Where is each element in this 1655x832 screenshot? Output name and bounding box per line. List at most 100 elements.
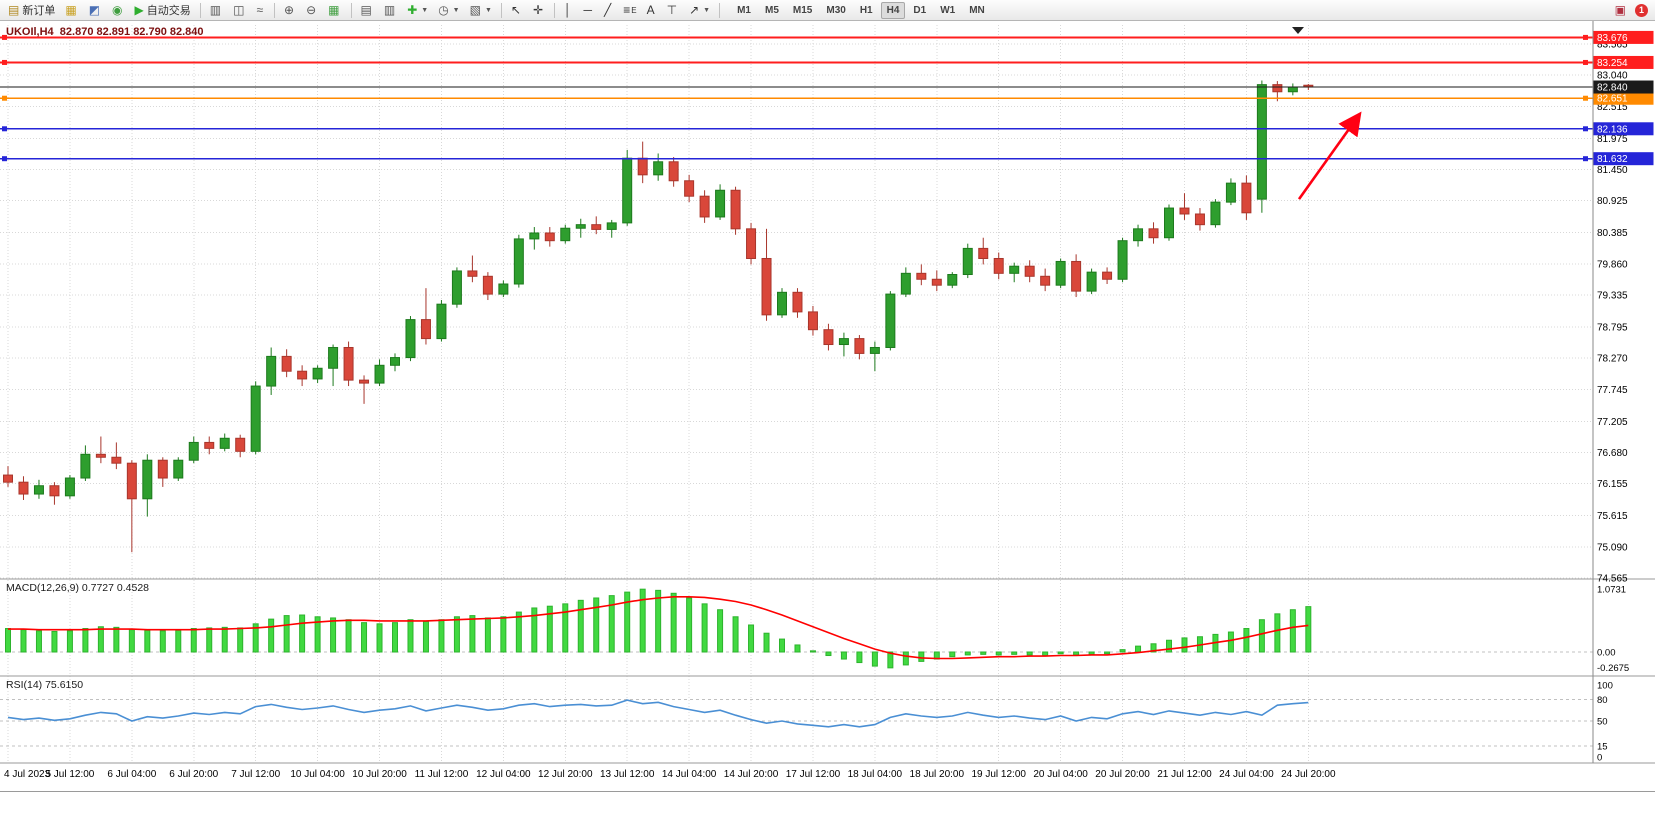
market-watch-button[interactable]: ▦ [61,1,82,20]
indicators-button[interactable]: ✚ ▼ [403,1,432,20]
price-tick-label: 80.925 [1597,196,1628,207]
tile-windows-button[interactable]: ▦ [324,1,345,20]
candle-body [1024,265,1035,277]
zoom-in-button[interactable]: ⊕ [280,1,300,20]
price-tick-label: 78.795 [1597,323,1628,334]
line-anchor [2,156,7,162]
horizontal-line-button[interactable]: ─ [580,1,599,20]
hline-price-badge-text: 83.254 [1597,58,1628,69]
cursor-button[interactable]: ↖ [507,1,527,20]
crosshair-icon: ✛ [532,3,544,17]
chart-canvas[interactable]: 83.565 83.040 82.515 81.975 81.450 80.925 80.3… [0,21,1655,790]
line-anchor [2,34,7,40]
terminal-button[interactable]: ◉ [108,1,128,20]
trend-arrow-annotation[interactable] [1297,111,1362,200]
zoom-out-icon: ⊖ [306,3,317,17]
navigator-button[interactable]: ◩ [85,1,106,20]
new-order-button[interactable]: ▤ 新订单 [4,1,59,20]
chart-shift-marker[interactable] [1292,27,1304,34]
macd-tick-label: -0.2675 [1597,663,1629,674]
candle-body [854,338,865,354]
toolbar-separator [350,2,352,18]
candle-body [343,346,354,381]
chart-mode-button[interactable]: ▣ [1611,1,1632,20]
macd-bar [221,626,228,653]
arrows-button[interactable]: ↗ ▼ [685,1,714,20]
line-anchor [1583,156,1588,162]
candle-body [807,311,818,331]
candlestick-chart-button[interactable]: ◫ [229,1,250,20]
autotrading-button[interactable]: ▶ 自动交易 [131,1,195,20]
candle-body [823,329,834,346]
chart-window[interactable]: 83.565 83.040 82.515 81.975 81.450 80.925 80.3… [0,21,1655,792]
timeframe-group: M1 M5 M15 M30 H1 H4 D1 W1 MN [730,1,992,19]
arrange-windows-button[interactable]: ▤ [357,1,378,20]
candle-body [157,459,168,479]
templates-icon: ▧ [469,3,481,17]
candle-body [498,283,509,295]
price-tick-label: 79.860 [1597,259,1628,270]
candle-body [390,357,400,366]
candle-body [1179,207,1190,215]
notification-badge[interactable]: 1 [1635,3,1648,17]
trendline-button[interactable]: ╱ [600,1,617,20]
hline-price-badge-text: 82.651 [1597,94,1628,105]
timeframe-M15[interactable]: M15 [792,4,813,16]
timeframe-MN[interactable]: MN [969,4,985,16]
line-chart-icon: ≈ [256,3,264,17]
timeframe-H4[interactable]: H4 [880,1,906,19]
candle-body [49,485,60,497]
candle-body [1272,84,1283,93]
bar-chart-button[interactable]: ▥ [206,1,227,20]
fibonacci-button[interactable]: ≡ E [619,1,640,20]
candle-body [1256,84,1267,200]
macd-bar [1011,651,1018,655]
zoom-out-button[interactable]: ⊖ [302,1,322,20]
vertical-line-button[interactable]: │ [560,1,578,20]
toolbar-separator [274,2,276,18]
candle-body [451,270,462,305]
dropdown-caret-icon: ▼ [484,6,492,14]
timeframe-W1[interactable]: W1 [940,4,956,16]
timeframe-M1[interactable]: M1 [737,4,751,16]
candle-body [900,272,911,295]
periods-button[interactable]: ◷ ▼ [434,1,463,20]
time-tick-label: 19 Jul 12:00 [971,769,1026,780]
macd-bar [655,589,662,653]
hline-price-badge [1593,152,1654,166]
time-tick-label: 11 Jul 12:00 [415,769,469,780]
timeframe-M5[interactable]: M5 [765,4,779,16]
line-anchor [2,126,7,132]
timeframe-D1[interactable]: D1 [913,4,927,16]
text-label-button[interactable]: ⊤ [663,1,683,20]
macd-bar [918,651,925,662]
macd-bar [856,651,863,664]
candle-body [219,437,230,449]
candle-body [838,338,849,346]
candle-body [204,441,215,449]
macd-bar [484,617,491,653]
text-button[interactable]: A [643,1,661,20]
timeframe-H1[interactable]: H1 [859,4,873,16]
line-chart-button[interactable]: ≈ [252,1,269,20]
candle-body [684,180,695,197]
macd-bar [608,595,615,653]
candlestick-chart-icon: ◫ [233,3,245,17]
candle-body [869,346,880,354]
templates-button[interactable]: ▧ ▼ [466,1,496,20]
price-axis[interactable]: 83.565 83.040 82.515 81.975 81.450 80.925 80.3… [1593,30,1654,764]
bar-chart-icon: ▥ [209,3,222,17]
candle-body [18,481,29,495]
macd-bar [20,629,27,653]
macd-bar [1243,628,1250,653]
macd-bar [515,611,522,653]
macd-bar [1026,651,1033,656]
hline-price-badge-text: 83.676 [1597,33,1628,44]
crosshair-button[interactable]: ✛ [529,1,549,20]
auto-scroll-button[interactable]: ▥ [380,1,401,20]
timeframe-M30[interactable]: M30 [826,4,846,16]
macd-bar [82,628,89,653]
zoom-in-icon: ⊕ [284,3,295,17]
time-tick-label: 20 Jul 04:00 [1033,769,1088,780]
